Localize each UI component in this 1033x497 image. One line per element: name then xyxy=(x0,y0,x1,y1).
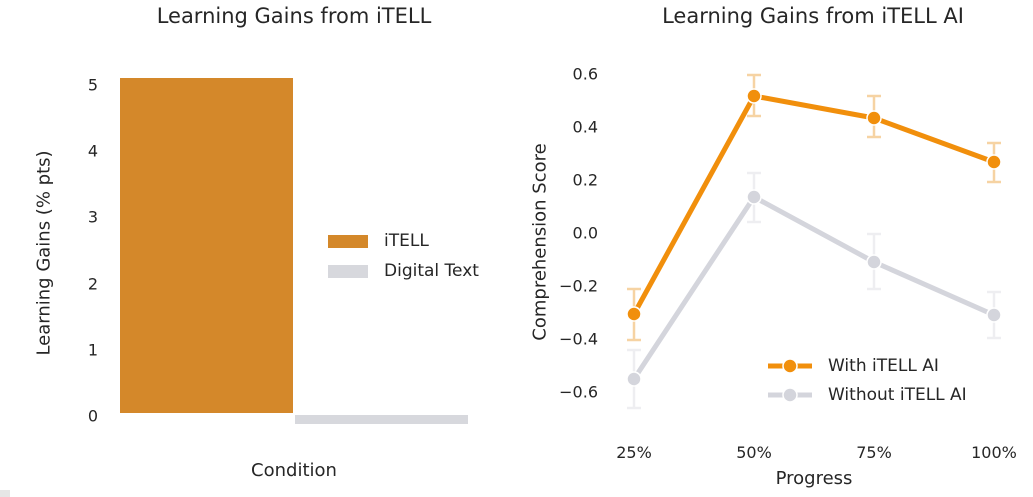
markers-without xyxy=(626,189,1002,387)
right-xtick-25: 25% xyxy=(616,443,652,462)
right-ytick-0.0: 0.0 xyxy=(572,223,598,243)
right-ytick-0.2: 0.2 xyxy=(572,170,598,190)
left-ytick-3: 3 xyxy=(87,207,98,227)
right-ytick-neg0.4: −0.4 xyxy=(559,329,598,349)
line-with-itell-ai xyxy=(631,93,995,316)
legend-item-digital-text: Digital Text xyxy=(328,256,479,286)
right-ytick-0.6: 0.6 xyxy=(572,64,598,84)
right-xtick-100: 100% xyxy=(971,443,1017,462)
right-ytick-neg0.6: −0.6 xyxy=(559,382,598,402)
line-without-itell-ai xyxy=(631,194,996,381)
left-ytick-2: 2 xyxy=(87,274,98,294)
right-xtick-50: 50% xyxy=(736,443,772,462)
legend-marker-without xyxy=(768,387,812,403)
error-bars-without xyxy=(627,171,1001,410)
legend-label-itell: iTELL xyxy=(384,231,429,251)
left-chart-title: Learning Gains from iTELL xyxy=(156,4,432,28)
right-ytick-neg0.2: −0.2 xyxy=(559,276,598,296)
legend-label-with-itell-ai: With iTELL AI xyxy=(828,356,939,376)
legend-item-itell: iTELL xyxy=(328,226,479,256)
legend-marker-with xyxy=(768,358,812,374)
right-chart-title: Learning Gains from iTELL AI xyxy=(662,4,964,28)
right-xtick-75: 75% xyxy=(856,443,892,462)
bar-digital-text xyxy=(295,415,468,424)
legend-label-without-itell-ai: Without iTELL AI xyxy=(828,385,967,405)
legend-swatch-digital-text xyxy=(328,264,368,278)
left-ytick-1: 1 xyxy=(87,340,98,360)
left-xlabel: Condition xyxy=(251,460,337,481)
right-xlabel: Progress xyxy=(775,468,853,489)
bar-itell xyxy=(120,78,293,413)
corner-artifact xyxy=(0,490,10,497)
left-ytick-4: 4 xyxy=(87,141,98,161)
legend-label-digital-text: Digital Text xyxy=(384,261,479,281)
left-legend: iTELL Digital Text xyxy=(328,226,479,286)
legend-swatch-itell xyxy=(328,234,368,248)
markers-with xyxy=(626,88,1002,322)
left-ytick-5: 5 xyxy=(87,75,98,95)
right-ytick-0.4: 0.4 xyxy=(572,117,598,137)
left-ytick-0: 0 xyxy=(87,406,98,426)
